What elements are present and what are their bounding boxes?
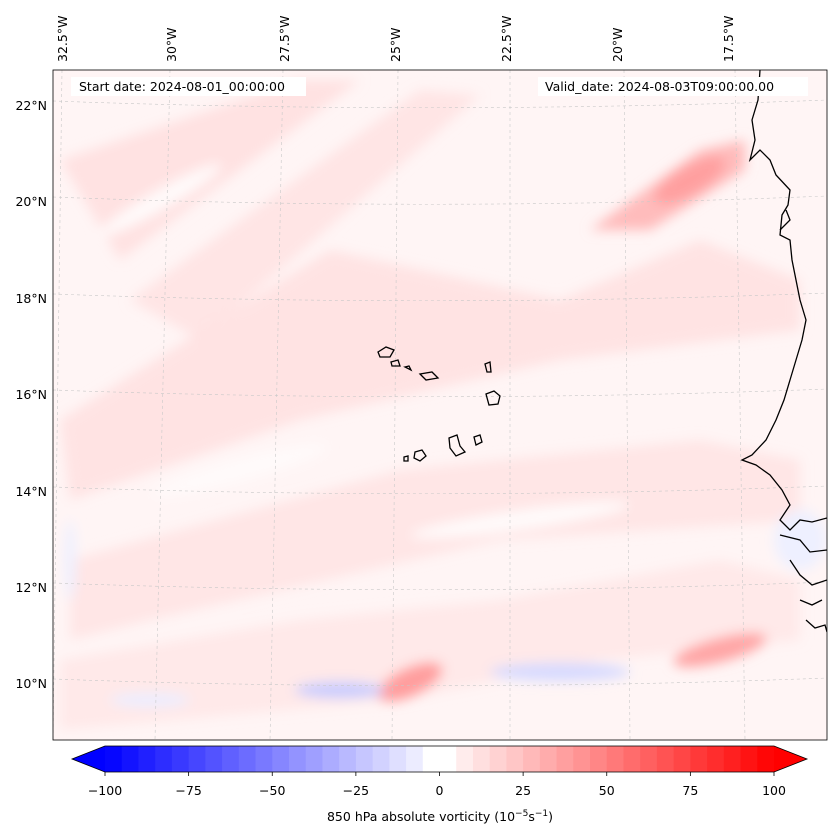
map-frame [52,69,828,741]
colorbar-segment [222,746,240,772]
valid-date-box: Valid_date: 2024-08-03T09:00:00.00 [538,77,808,96]
colorbar-segment [640,746,658,772]
colorbar-segment [422,746,441,772]
colorbar-segment [573,746,591,772]
colorbar-segment [740,746,758,772]
lon-label: 27.5°W [277,16,292,62]
colorbar-segment [305,746,324,772]
lat-label: 12°N [15,580,47,595]
colorbar: −100 −75 −50 −25 0 25 50 75 100 850 hPa absolute… [70,745,809,824]
colorbar-segment [171,746,190,772]
colorbar-segment [105,746,123,772]
colorbar-segment [590,746,608,772]
colorbar-segment [155,746,173,772]
colorbar-segment [406,746,424,772]
lon-label: 25°W [388,27,403,62]
colorbar-segment [389,746,407,772]
lat-label: 10°N [15,676,47,691]
colorbar-segment [556,746,574,772]
colorbar-segments [105,746,775,772]
colorbar-segment [489,746,508,772]
colorbar-ticks: −100 −75 −50 −25 0 25 50 75 100 [88,772,786,798]
valid-date-label: Valid_date: 2024-08-03T09:00:00.00 [545,79,774,94]
colorbar-segment [656,746,675,772]
colorbar-segment [322,746,340,772]
colorbar-segment [757,746,775,772]
colorbar-segment [606,746,625,772]
colorbar-segment [673,746,691,772]
lon-label: 17.5°W [721,16,736,62]
coastline-africa [740,70,827,633]
colorbar-segment [272,746,290,772]
cape-verde-islands [377,346,501,462]
colorbar-tick-label: 75 [682,783,698,798]
colorbar-label: 850 hPa absolute vorticity (10−5s−1) [327,809,553,824]
lon-label: 32.5°W [55,16,70,62]
lat-label: 16°N [15,387,47,402]
colorbar-min-arrow [72,746,105,772]
lat-label: 14°N [15,484,47,499]
colorbar-segment [623,746,641,772]
colorbar-segment [205,746,223,772]
lat-label: 18°N [15,291,47,306]
colorbar-tick-label: 0 [436,783,444,798]
colorbar-segment [539,746,558,772]
lat-label: 22°N [15,98,47,113]
colorbar-segment [723,746,742,772]
colorbar-segment [506,746,524,772]
colorbar-tick-label: −75 [175,783,201,798]
colorbar-segment [339,746,357,772]
colorbar-tick-label: −100 [88,783,122,798]
colorbar-segment [472,746,491,772]
colorbar-segment [355,746,374,772]
vorticity-field [60,80,826,730]
colorbar-segment [255,746,273,772]
colorbar-tick-label: −50 [259,783,285,798]
longitude-labels: 32.5°W 30°W 27.5°W 25°W 22.5°W 20°W 17.5… [55,16,736,62]
start-date-box: Start date: 2024-08-01_00:00:00 [71,77,306,96]
latitude-labels: 22°N 20°N 18°N 16°N 14°N 12°N 10°N [15,98,47,691]
lon-label: 22.5°W [499,16,514,62]
colorbar-segment [372,746,390,772]
colorbar-tick-label: −25 [343,783,369,798]
colorbar-segment [439,746,457,772]
colorbar-segment [121,746,140,772]
map-panel [53,70,827,740]
start-date-label: Start date: 2024-08-01_00:00:00 [79,79,285,94]
colorbar-tick-label: 100 [762,783,786,798]
lon-label: 30°W [164,27,179,62]
colorbar-segment [188,746,206,772]
graticule [53,70,827,740]
colorbar-tick-label: 25 [515,783,531,798]
colorbar-max-arrow [774,746,807,772]
colorbar-segment [707,746,725,772]
lon-label: 20°W [610,27,625,62]
colorbar-segment [138,746,156,772]
colorbar-segment [523,746,541,772]
colorbar-segment [456,746,474,772]
colorbar-segment [238,746,257,772]
lat-label: 20°N [15,194,47,209]
colorbar-segment [690,746,708,772]
colorbar-tick-label: 50 [599,783,615,798]
colorbar-segment [288,746,307,772]
